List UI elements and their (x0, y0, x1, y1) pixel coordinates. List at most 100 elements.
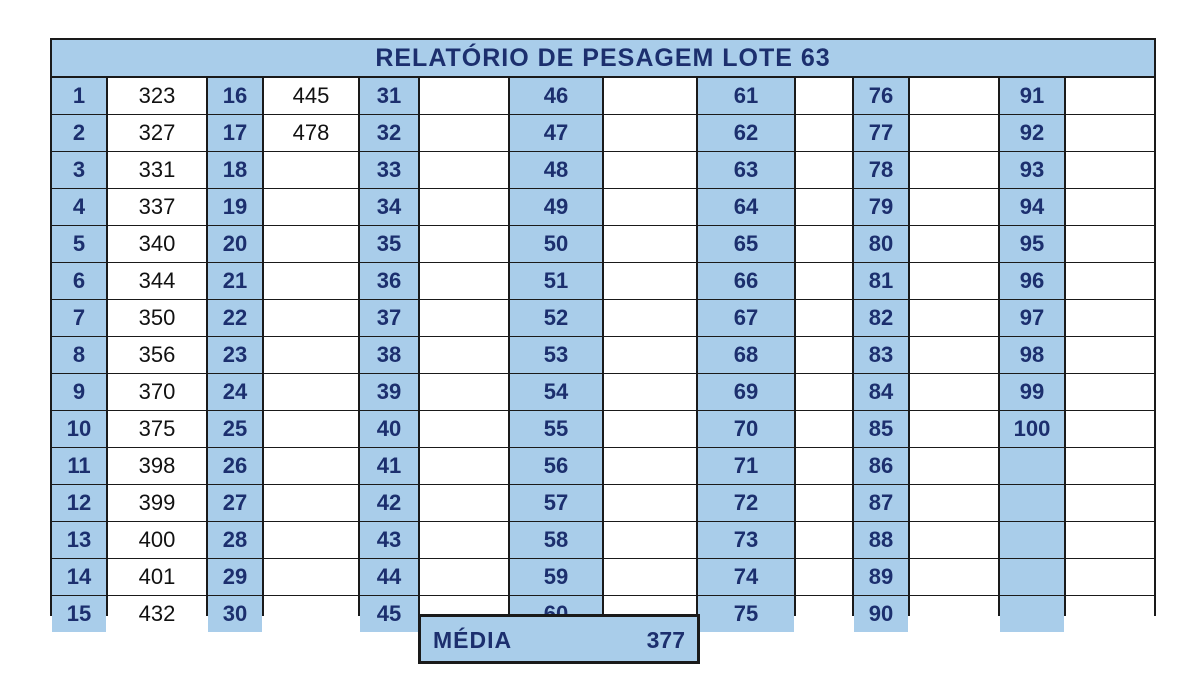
row-number-97: 97 (1000, 300, 1064, 336)
weight-cell-34 (420, 189, 508, 225)
row-number-1: 1 (52, 78, 106, 114)
row-number-19: 19 (208, 189, 262, 225)
row-number-95: 95 (1000, 226, 1064, 262)
weight-cell-6: 344 (108, 263, 206, 299)
weight-cell-8: 356 (108, 337, 206, 373)
weight-cell-96 (1066, 263, 1154, 299)
weight-cell-85 (910, 411, 998, 447)
empty-number-cell (1000, 559, 1064, 595)
row-number-41: 41 (360, 448, 418, 484)
row-number-55: 55 (510, 411, 602, 447)
row-number-94: 94 (1000, 189, 1064, 225)
row-number-44: 44 (360, 559, 418, 595)
weight-cell-28 (264, 522, 358, 558)
average-label: MÉDIA (433, 627, 513, 653)
weight-cell-61 (796, 78, 852, 114)
empty-number-cell (1000, 522, 1064, 558)
row-number-82: 82 (854, 300, 908, 336)
weight-cell-42 (420, 485, 508, 521)
weight-cell-104 (1066, 559, 1154, 595)
weight-cell-44 (420, 559, 508, 595)
row-number-88: 88 (854, 522, 908, 558)
row-number-50: 50 (510, 226, 602, 262)
row-number-48: 48 (510, 152, 602, 188)
weight-cell-10: 375 (108, 411, 206, 447)
row-number-13: 13 (52, 522, 106, 558)
row-number-79: 79 (854, 189, 908, 225)
row-number-7: 7 (52, 300, 106, 336)
weight-cell-32 (420, 115, 508, 151)
weight-cell-92 (1066, 115, 1154, 151)
row-number-45: 45 (360, 596, 418, 632)
row-number-100: 100 (1000, 411, 1064, 447)
weight-cell-31 (420, 78, 508, 114)
row-number-86: 86 (854, 448, 908, 484)
weight-cell-9: 370 (108, 374, 206, 410)
weight-cell-73 (796, 522, 852, 558)
weight-cell-18 (264, 152, 358, 188)
row-number-77: 77 (854, 115, 908, 151)
weight-cell-80 (910, 226, 998, 262)
weight-cell-97 (1066, 300, 1154, 336)
row-number-14: 14 (52, 559, 106, 595)
row-number-90: 90 (854, 596, 908, 632)
row-number-96: 96 (1000, 263, 1064, 299)
weight-cell-83 (910, 337, 998, 373)
weight-cell-71 (796, 448, 852, 484)
empty-number-cell (1000, 596, 1064, 632)
row-number-6: 6 (52, 263, 106, 299)
weight-cell-49 (604, 189, 696, 225)
row-number-31: 31 (360, 78, 418, 114)
weight-cell-30 (264, 596, 358, 632)
row-number-80: 80 (854, 226, 908, 262)
row-number-18: 18 (208, 152, 262, 188)
weight-cell-5: 340 (108, 226, 206, 262)
row-number-98: 98 (1000, 337, 1064, 373)
weight-cell-47 (604, 115, 696, 151)
weight-cell-98 (1066, 337, 1154, 373)
weight-cell-24 (264, 374, 358, 410)
row-number-68: 68 (698, 337, 794, 373)
row-number-22: 22 (208, 300, 262, 336)
weight-cell-95 (1066, 226, 1154, 262)
row-number-91: 91 (1000, 78, 1064, 114)
weight-cell-55 (604, 411, 696, 447)
weight-cell-35 (420, 226, 508, 262)
weight-cell-62 (796, 115, 852, 151)
row-number-69: 69 (698, 374, 794, 410)
weight-cell-2: 327 (108, 115, 206, 151)
weight-cell-19 (264, 189, 358, 225)
row-number-39: 39 (360, 374, 418, 410)
weight-cell-63 (796, 152, 852, 188)
row-number-20: 20 (208, 226, 262, 262)
weight-cell-4: 337 (108, 189, 206, 225)
weight-cell-105 (1066, 596, 1154, 632)
row-number-61: 61 (698, 78, 794, 114)
row-number-17: 17 (208, 115, 262, 151)
row-number-76: 76 (854, 78, 908, 114)
weight-cell-91 (1066, 78, 1154, 114)
weight-cell-99 (1066, 374, 1154, 410)
weight-cell-16: 445 (264, 78, 358, 114)
weight-cell-65 (796, 226, 852, 262)
weight-cell-36 (420, 263, 508, 299)
row-number-12: 12 (52, 485, 106, 521)
weight-cell-26 (264, 448, 358, 484)
weight-cell-74 (796, 559, 852, 595)
row-number-36: 36 (360, 263, 418, 299)
row-number-67: 67 (698, 300, 794, 336)
row-number-43: 43 (360, 522, 418, 558)
row-number-84: 84 (854, 374, 908, 410)
row-number-51: 51 (510, 263, 602, 299)
row-number-33: 33 (360, 152, 418, 188)
row-number-9: 9 (52, 374, 106, 410)
weight-cell-13: 400 (108, 522, 206, 558)
row-number-27: 27 (208, 485, 262, 521)
weight-cell-64 (796, 189, 852, 225)
weight-cell-77 (910, 115, 998, 151)
weight-cell-46 (604, 78, 696, 114)
weight-cell-41 (420, 448, 508, 484)
weight-cell-78 (910, 152, 998, 188)
weight-cell-23 (264, 337, 358, 373)
weight-cell-25 (264, 411, 358, 447)
